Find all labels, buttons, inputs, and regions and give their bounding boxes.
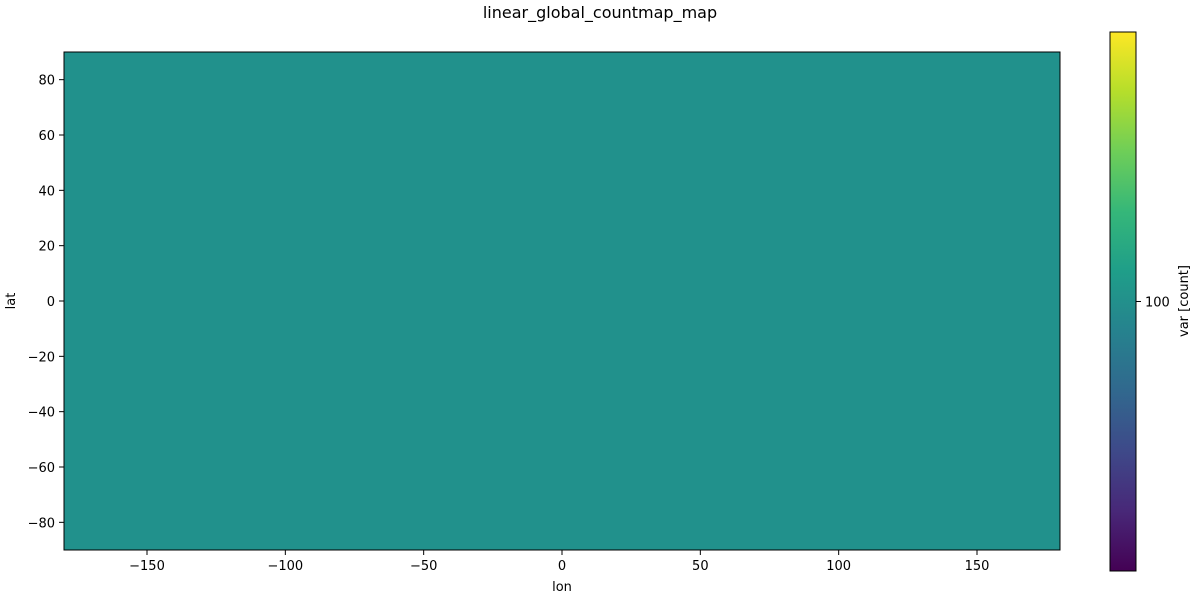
y-axis-label: lat <box>4 293 19 310</box>
x-tick-label: −150 <box>129 559 165 574</box>
y-axis: −80 −60 −40 −20 0 20 40 60 80 <box>28 74 64 531</box>
chart-title: linear_global_countmap_map <box>483 3 717 23</box>
y-tick-label: −80 <box>28 516 55 531</box>
x-tick-label: 100 <box>826 559 851 574</box>
x-tick-label: −100 <box>267 559 303 574</box>
y-tick-label: −60 <box>28 461 55 476</box>
x-axis: −150 −100 −50 0 50 100 150 <box>129 550 989 574</box>
x-tick-label: 150 <box>965 559 990 574</box>
colorbar-axis: 100 <box>1136 296 1170 311</box>
y-tick-label: 20 <box>38 240 55 255</box>
y-tick-label: 60 <box>38 129 55 144</box>
heatmap-field <box>64 52 1060 550</box>
y-tick-label: 80 <box>38 74 55 89</box>
x-tick-label: −50 <box>410 559 437 574</box>
colorbar-tick-label: 100 <box>1145 296 1170 311</box>
colorbar-gradient <box>1110 32 1136 571</box>
x-axis-label: lon <box>552 580 572 595</box>
y-tick-label: −40 <box>28 406 55 421</box>
y-tick-label: 40 <box>38 184 55 199</box>
x-tick-label: 0 <box>558 559 566 574</box>
y-tick-label: 0 <box>47 295 55 310</box>
colorbar-label: var [count] <box>1177 265 1192 337</box>
x-tick-label: 50 <box>692 559 709 574</box>
y-tick-label: −20 <box>28 350 55 365</box>
